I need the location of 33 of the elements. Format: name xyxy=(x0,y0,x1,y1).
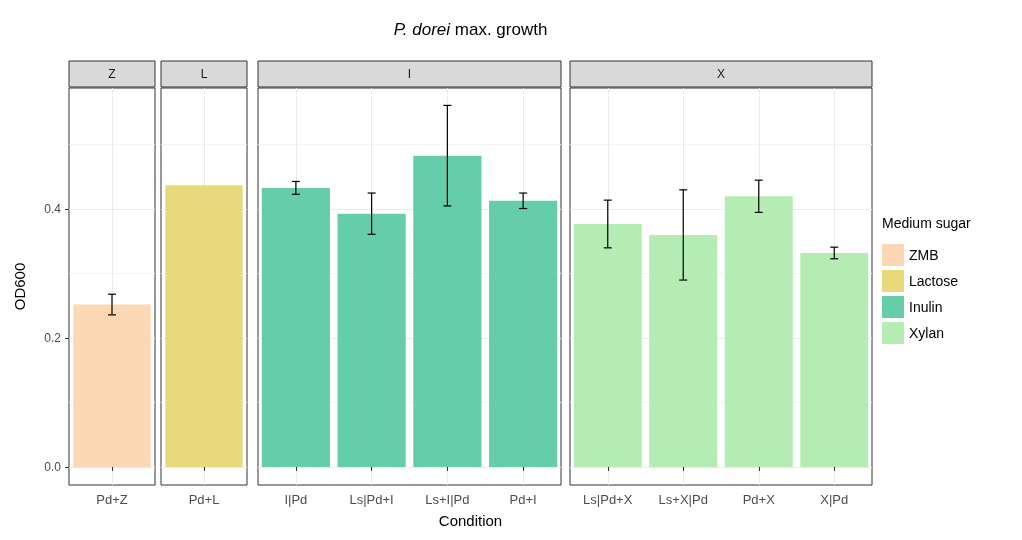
x-tick-label: Ls+X|Pd xyxy=(658,492,708,507)
bar xyxy=(800,252,869,467)
x-tick-label: I|Pd xyxy=(284,492,308,507)
x-axis-title: Condition xyxy=(437,512,504,529)
chart-subtitle: L xyxy=(200,67,208,81)
x-tick-label: Ls+I|Pd xyxy=(425,492,470,507)
legend-label: Xylan xyxy=(909,325,945,341)
bar xyxy=(261,187,330,467)
bar xyxy=(337,213,406,467)
x-tick-label: Pd+X xyxy=(742,492,776,507)
x-tick-label: Pd+Z xyxy=(96,492,128,507)
x-tick-label: Pd+I xyxy=(509,492,537,507)
y-tick-label: 0.4 xyxy=(44,202,62,217)
legend-label: Lactose xyxy=(909,273,959,289)
x-tick-label: Ls|Pd+I xyxy=(349,492,394,507)
bar xyxy=(724,196,793,467)
legend-label: Inulin xyxy=(909,299,943,315)
bar xyxy=(649,234,718,467)
x-tick-label: Ls|Pd+X xyxy=(583,492,633,507)
chart-subtitle: X xyxy=(716,67,726,81)
chart-title: P. dorei max. growth xyxy=(393,20,548,39)
bar xyxy=(573,223,642,467)
y-tick-label: 0.0 xyxy=(44,459,62,474)
legend-title: Medium sugar xyxy=(882,215,972,231)
x-tick-label: Pd+L xyxy=(188,492,220,507)
x-tick-label: X|Pd xyxy=(820,492,849,507)
chart-subtitle: I xyxy=(407,67,412,81)
legend-label: ZMB xyxy=(909,247,939,263)
bar xyxy=(489,200,558,467)
chart-subtitle: Z xyxy=(108,67,116,81)
y-axis-title: OD600 xyxy=(11,262,28,311)
y-tick-label: 0.2 xyxy=(44,331,62,346)
bar xyxy=(413,155,482,467)
